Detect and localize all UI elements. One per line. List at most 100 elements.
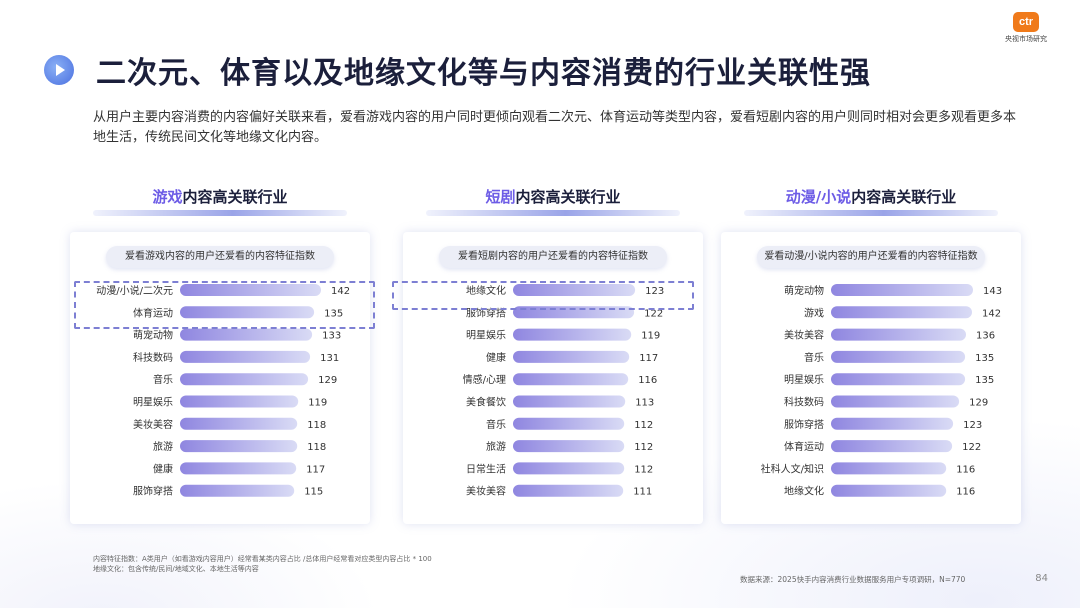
category-label: 日常生活 [466,462,506,475]
chart-subtitle-pill: 爱看短剧内容的用户还爱看的内容特征指数 [439,246,667,268]
category-label: 美食餐饮 [466,396,506,409]
value-label: 119 [641,331,660,342]
category-label: 美妆美容 [133,418,173,431]
category-label: 动漫/小说/二次元 [96,284,173,297]
panel-title-rest: 内容高关联行业 [515,188,621,206]
bar-chart-anime-novel: 萌宠动物 143 游戏 142 美妆美容 136 音乐 135 明星娱乐 135 科技数码 129 服饰… [761,284,1002,498]
bar [513,328,632,341]
bar [831,484,947,497]
value-label: 116 [638,375,657,386]
value-label: 116 [956,487,975,498]
category-label: 音乐 [486,418,506,431]
value-label: 142 [982,308,1001,319]
bar [180,462,297,475]
bar [831,417,954,430]
bar [180,373,309,386]
category-label: 萌宠动物 [784,284,824,297]
value-label: 142 [331,286,350,297]
bar [180,328,313,341]
category-label: 地缘文化 [784,485,824,498]
bar [831,462,947,475]
value-label: 115 [304,487,323,498]
value-label: 112 [634,464,653,475]
brand-logo: ctr 央视市场研究 [994,10,1058,46]
value-label: 112 [634,442,653,453]
value-label: 135 [975,375,994,386]
bar [180,417,298,430]
footnote-line-1: 内容特征指数：A类用户（如看游戏内容用户）经常看某类内容占比 /总体用户经常看对… [93,555,432,563]
category-label: 美妆美容 [784,329,824,342]
bar [831,284,973,296]
category-label: 科技数码 [784,396,824,409]
chart-card: 爱看动漫/小说内容的用户还爱看的内容特征指数 萌宠动物 143 游戏 142 美妆美容 1… [721,232,1021,524]
bar-chart-game: 动漫/小说/二次元 142 体育运动 135 萌宠动物 133 科技数码 131 音乐 129 明星… [96,284,350,498]
value-label: 123 [645,286,664,297]
value-label: 122 [644,308,663,319]
panel-title: 短剧内容高关联行业 [403,186,703,207]
chart-card: 爱看短剧内容的用户还爱看的内容特征指数 地缘文化 123 服饰穿搭 122 明星娱乐 11… [403,232,703,524]
bar [513,350,630,363]
footnote-line-2: 地缘文化：包含传统/民间/地域文化、本地生活等内容 [93,565,259,573]
bar [831,350,966,363]
logo-mark: ctr [1013,12,1039,32]
value-label: 116 [956,464,975,475]
value-label: 129 [969,398,988,409]
category-label: 服饰穿搭 [466,306,506,319]
bar [513,395,626,408]
category-label: 健康 [153,462,173,475]
page-number: 84 [1035,573,1048,584]
bar [513,440,625,453]
value-label: 123 [963,420,982,431]
value-label: 133 [322,331,341,342]
bar [180,284,321,296]
page-title: 二次元、体育以及地缘文化等与内容消费的行业关联性强 [96,56,871,91]
panel-underline [744,210,998,216]
chart-subtitle-pill: 爱看动漫/小说内容的用户还爱看的内容特征指数 [757,246,985,268]
category-label: 体育运动 [784,440,824,453]
category-label: 游戏 [804,306,824,319]
bar [180,395,299,408]
panel-title-rest: 内容高关联行业 [851,188,957,206]
data-source: 数据来源：2025快手内容消费行业数据服务用户专项调研，N=770 [740,575,966,584]
panel-title: 游戏内容高关联行业 [70,186,370,207]
panel-title: 动漫/小说内容高关联行业 [721,186,1021,207]
category-label: 旅游 [153,440,173,453]
panel-title-highlight: 短剧 [485,188,516,206]
logo-text: 央视市场研究 [1005,35,1047,43]
category-label: 科技数码 [133,351,173,364]
bar-chart-short-drama: 地缘文化 123 服饰穿搭 122 明星娱乐 119 健康 117 情感/心理 116 美食餐饮 11… [463,284,664,498]
intro-text: 从用户主要内容消费的内容偏好关联来看，爱看游戏内容的用户同时更倾向观看二次元、体… [93,110,1017,145]
bar [180,306,315,319]
bar [831,306,972,319]
panel-short-drama: 短剧内容高关联行业 爱看短剧内容的用户还爱看的内容特征指数 地缘文化 123 服饰穿… [403,186,703,524]
bar [513,306,635,319]
panel-underline [93,210,347,216]
value-label: 111 [633,487,652,498]
value-label: 118 [307,442,326,453]
bar [831,440,953,453]
value-label: 119 [308,398,327,409]
bar [180,350,311,363]
category-label: 明星娱乐 [466,329,506,342]
bar [513,284,636,296]
bar [831,395,960,408]
category-label: 音乐 [804,351,824,364]
bar [513,484,624,497]
bar [831,373,966,386]
bar [831,328,966,341]
value-label: 117 [306,464,325,475]
value-label: 122 [962,442,981,453]
category-label: 美妆美容 [466,485,506,498]
bar [180,484,295,497]
value-label: 113 [635,398,654,409]
value-label: 143 [983,286,1002,297]
panel-anime-novel: 动漫/小说内容高关联行业 爱看动漫/小说内容的用户还爱看的内容特征指数 萌宠动物… [721,186,1021,524]
category-label: 情感/心理 [463,373,506,386]
category-label: 明星娱乐 [784,373,824,386]
chart-subtitle-pill: 爱看游戏内容的用户还爱看的内容特征指数 [106,246,334,268]
value-label: 131 [320,353,339,364]
panel-title-rest: 内容高关联行业 [182,188,288,206]
chart-card: 爱看游戏内容的用户还爱看的内容特征指数 动漫/小说/二次元 142 体育运动 135 萌… [70,232,370,524]
category-label: 萌宠动物 [133,329,173,342]
footnote: 内容特征指数：A类用户（如看游戏内容用户）经常看某类内容占比 /总体用户经常看对… [93,554,432,574]
